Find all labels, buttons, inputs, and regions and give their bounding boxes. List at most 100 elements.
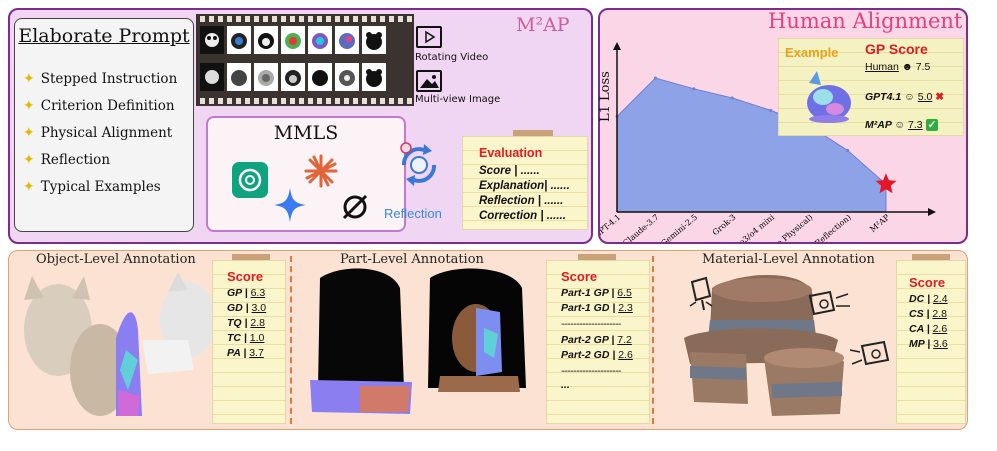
prompt-item: ✦ Stepped Instruction (23, 71, 178, 87)
panda-frame (227, 63, 251, 91)
human-face-icon: ☻ (901, 61, 913, 73)
score-title: Score (909, 275, 946, 290)
score-row: CS | 2.8 (909, 308, 947, 320)
play-video-icon (416, 26, 442, 48)
separator-row: -------------------- (561, 365, 621, 377)
panda-frame (335, 63, 359, 91)
x-tick-label: M²AP (868, 212, 892, 234)
score-row: PA | 3.7 (227, 347, 264, 359)
star-icon: ✦ (23, 125, 35, 141)
section-divider (652, 256, 654, 424)
score-row: CA | 2.6 (909, 323, 948, 335)
panda-frame (335, 26, 359, 54)
note-tape (578, 254, 616, 261)
score-title: Score (227, 269, 264, 284)
cross-icon: ✖ (935, 91, 945, 103)
best-model-star-icon (875, 173, 897, 194)
gp-score-title: GP Score (865, 41, 928, 57)
note-tape (513, 130, 553, 137)
data-point (692, 87, 696, 91)
film-strip (196, 14, 414, 106)
claude-logo-icon (304, 154, 338, 188)
score-row-human: Human ☻ 7.5 (865, 61, 931, 73)
human-alignment-title: Human Alignment (768, 9, 963, 33)
robot-face-icon: ☺ (894, 119, 906, 131)
evaluation-title: Evaluation (479, 146, 543, 160)
score-row: GD | 3.0 (227, 302, 267, 314)
video-label: Rotating Video (415, 52, 489, 63)
part-renders (300, 268, 536, 422)
score-row: Part-1 GD | 2.3 (561, 302, 633, 314)
panda-frame (254, 26, 278, 54)
spotlight-icon (686, 276, 718, 318)
x-tick-label: o3/o4 mini (737, 212, 776, 242)
evaluation-note: Evaluation Score | ...... Explanation| .… (462, 136, 588, 230)
panda-frame (362, 26, 386, 54)
panda-frame (200, 63, 224, 91)
ellipsis-row: ... (561, 379, 570, 391)
x-tick-label: Claude-3.7 (621, 213, 660, 242)
x-axis-arrow (928, 208, 936, 216)
panda-frame (362, 63, 386, 91)
part-level-title: Part-Level Annotation (340, 252, 484, 267)
note-tape (912, 254, 950, 261)
score-row: TQ | 2.8 (227, 317, 265, 329)
prompt-item: ✦ Typical Examples (23, 179, 161, 195)
m2ap-title: M²AP (516, 14, 570, 36)
hat-render (664, 266, 884, 424)
film-holes (196, 16, 414, 22)
data-point (769, 108, 773, 112)
spotlight-icon (848, 340, 892, 374)
y-axis-arrow (613, 42, 621, 50)
gemini-logo-icon (274, 188, 306, 222)
panda-frame (308, 26, 332, 54)
score-row: Part-2 GP | 7.2 (561, 334, 632, 346)
y-axis-label: L1 Loss (598, 71, 613, 122)
x-tick-label: GPT-4.1 (600, 213, 622, 240)
data-point (653, 76, 657, 80)
star-icon: ✦ (23, 71, 35, 87)
part-score-note: Score Part-1 GP | 6.5 Part-1 GD | 2.3 --… (546, 260, 650, 424)
star-icon: ✦ (23, 179, 35, 195)
section-divider (290, 256, 292, 424)
score-row: Part-1 GP | 6.5 (561, 287, 632, 299)
panda-frame (281, 63, 305, 91)
evaluation-line: Explanation| ...... (479, 180, 570, 192)
data-point (730, 96, 734, 100)
grok-logo-icon (340, 192, 370, 222)
check-icon: ✓ (925, 119, 939, 131)
x-tick-label: Gemini-2.5 (659, 213, 699, 242)
chatgpt-logo-icon (232, 162, 268, 198)
robot-face-icon: ☺ (904, 91, 915, 103)
evaluation-line: Reflection | ...... (479, 195, 564, 207)
material-level-title: Material-Level Annotation (702, 252, 875, 267)
evaluation-line: Correction | ...... (479, 210, 566, 222)
note-tape (232, 254, 270, 261)
elaborate-prompt-box: Elaborate Prompt ✦ Stepped Instruction ✦ C… (14, 18, 194, 232)
prompt-item: ✦ Criterion Definition (23, 98, 175, 114)
star-icon: ✦ (23, 152, 35, 168)
prompt-item: ✦ Physical Alignment (23, 125, 173, 141)
object-score-note: Score GP | 6.3 GD | 3.0 TQ | 2.8 TC | 1.… (212, 260, 286, 424)
material-score-note: Score DC | 2.4 CS | 2.8 CA | 2.6 MP | 3.… (896, 260, 966, 424)
x-tick-label: Grok-3 (711, 213, 738, 238)
object-level-title: Object-Level Annotation (36, 252, 196, 267)
score-row: TC | 1.0 (227, 332, 265, 344)
mmls-title: MMLS (273, 122, 339, 144)
mmls-box: MMLS (206, 116, 406, 232)
separator-row: -------------------- (561, 318, 621, 330)
score-row-m2ap: M²AP ☺ 7.3 ✓ (865, 119, 939, 131)
panda-frame (200, 26, 224, 54)
film-frames (200, 26, 410, 94)
panda-frame (254, 63, 278, 91)
panda-frame (308, 63, 332, 91)
panda-frame (227, 26, 251, 54)
panda-frame (281, 26, 305, 54)
reflection-cycle-icon (394, 140, 444, 190)
prompt-title: Elaborate Prompt (18, 25, 190, 47)
reflection-label: Reflection (384, 206, 442, 221)
image-icon (416, 70, 442, 92)
data-point (846, 148, 850, 152)
